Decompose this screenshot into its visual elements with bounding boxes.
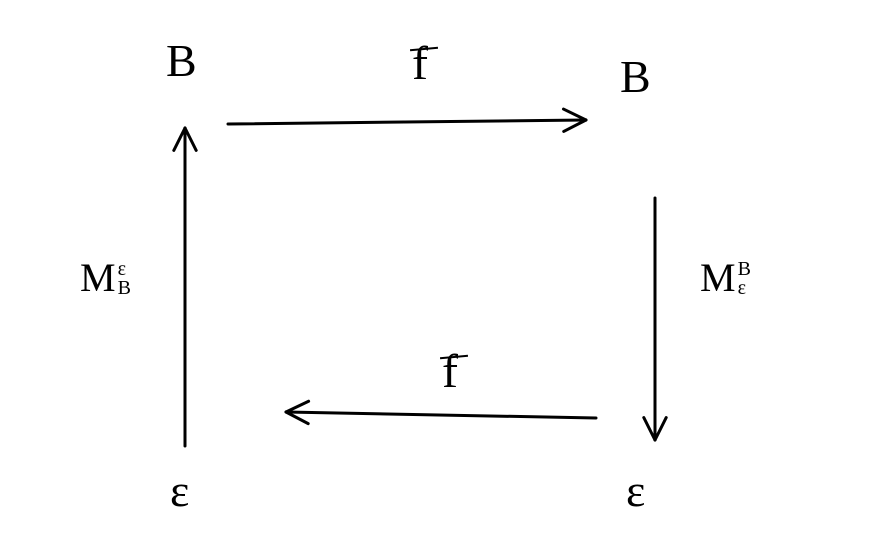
edge-label-bottom: f [442, 348, 458, 396]
node-top-left: B [166, 38, 197, 84]
node-bottom-left: ε [170, 468, 189, 514]
edge-label-left-main: M [80, 258, 116, 298]
edge-label-top: f [412, 40, 428, 88]
node-top-right: B [620, 54, 651, 100]
edge-label-right-sup: Bε [738, 260, 751, 298]
edge-label-left: MεB [80, 258, 131, 298]
edge-label-right-main: M [700, 258, 736, 298]
node-bottom-right: ε [626, 468, 645, 514]
edge-label-left-sup: εB [118, 260, 131, 298]
edge-label-right: MBε [700, 258, 751, 298]
